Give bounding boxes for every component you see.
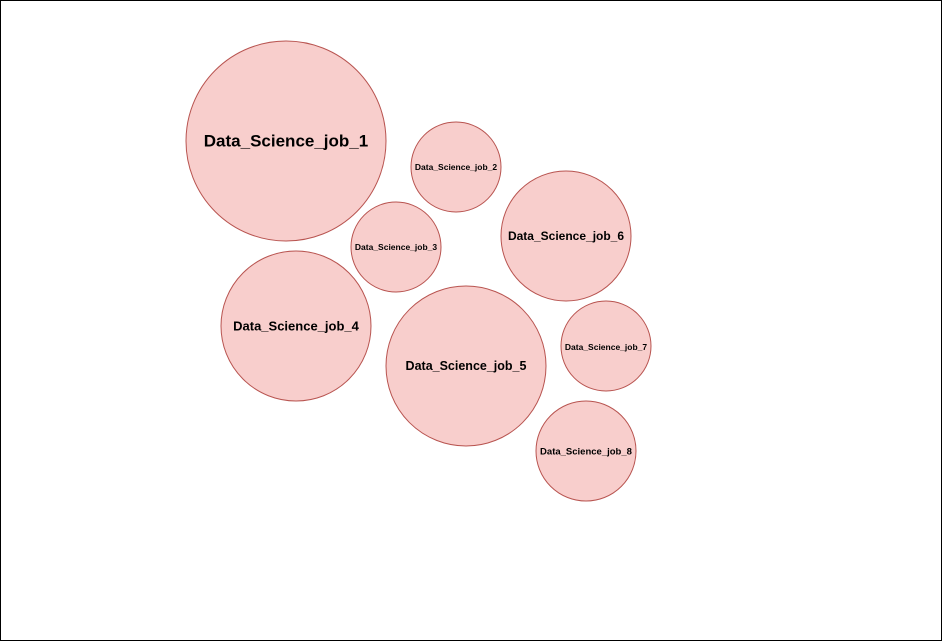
bubble-job-6-label: Data_Science_job_6 xyxy=(508,229,624,243)
bubble-job-6[interactable]: Data_Science_job_6 xyxy=(500,170,632,302)
bubble-job-4[interactable]: Data_Science_job_4 xyxy=(220,250,372,402)
bubble-job-6-circle[interactable] xyxy=(500,170,632,302)
bubble-job-4-circle[interactable] xyxy=(220,250,372,402)
bubble-job-2[interactable]: Data_Science_job_2 xyxy=(410,121,502,213)
bubble-job-8[interactable]: Data_Science_job_8 xyxy=(535,400,637,502)
bubble-job-5[interactable]: Data_Science_job_5 xyxy=(385,285,547,447)
bubble-job-3-circle[interactable] xyxy=(350,201,442,293)
bubble-job-7-label: Data_Science_job_7 xyxy=(565,342,647,352)
bubble-job-3[interactable]: Data_Science_job_3 xyxy=(350,201,442,293)
bubble-job-4-label: Data_Science_job_4 xyxy=(233,319,360,334)
bubble-job-5-label: Data_Science_job_5 xyxy=(406,359,527,373)
bubble-job-1-circle[interactable] xyxy=(185,40,387,242)
bubble-job-1[interactable]: Data_Science_job_1 xyxy=(185,40,387,242)
bubble-job-8-label: Data_Science_job_8 xyxy=(540,447,632,458)
bubble-job-2-label: Data_Science_job_2 xyxy=(415,162,497,172)
bubble-job-7[interactable]: Data_Science_job_7 xyxy=(560,300,652,392)
bubble-job-8-circle[interactable] xyxy=(535,400,637,502)
bubble-job-1-label: Data_Science_job_1 xyxy=(204,132,368,151)
bubble-job-7-circle[interactable] xyxy=(560,300,652,392)
bubble-job-2-circle[interactable] xyxy=(410,121,502,213)
bubble-job-3-label: Data_Science_job_3 xyxy=(355,242,437,252)
bubble-job-5-circle[interactable] xyxy=(385,285,547,447)
